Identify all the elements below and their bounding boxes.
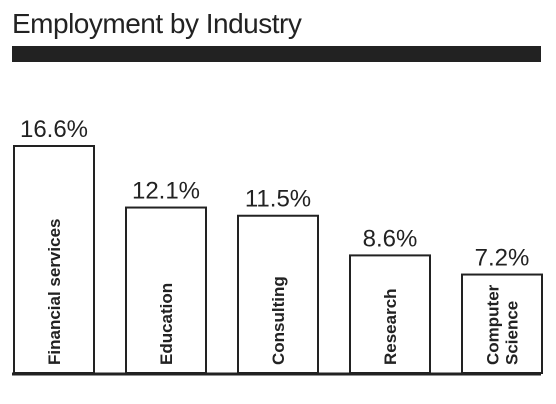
- value-label-0: 16.6%: [20, 116, 88, 143]
- category-label-4-line-0: Computer: [484, 284, 503, 365]
- category-label-3: Research: [381, 288, 400, 365]
- category-label-3-line-0: Research: [381, 288, 400, 365]
- category-label-2-line-0: Consulting: [269, 276, 288, 365]
- bar-2: [237, 214, 319, 374]
- category-label-4: Computer Science: [484, 284, 522, 365]
- value-label-1: 12.1%: [132, 178, 200, 205]
- category-label-4-line-1: Science: [503, 301, 522, 365]
- category-label-2: Consulting: [269, 276, 288, 365]
- value-label-2: 11.5%: [245, 186, 311, 213]
- bar-4: [461, 273, 543, 375]
- category-label-0: Financial services: [45, 219, 64, 365]
- category-label-1-line-0: Education: [157, 283, 176, 365]
- bar-0: [13, 145, 95, 374]
- bar-1: [125, 206, 207, 374]
- category-label-0-line-0: Financial services: [45, 219, 64, 365]
- value-label-4: 7.2%: [475, 245, 530, 272]
- category-label-1: Education: [157, 283, 176, 365]
- chart-title: Employment by Industry: [12, 8, 302, 39]
- value-label-3: 8.6%: [363, 225, 418, 252]
- title-rule: [12, 46, 541, 62]
- bar-3: [349, 254, 431, 374]
